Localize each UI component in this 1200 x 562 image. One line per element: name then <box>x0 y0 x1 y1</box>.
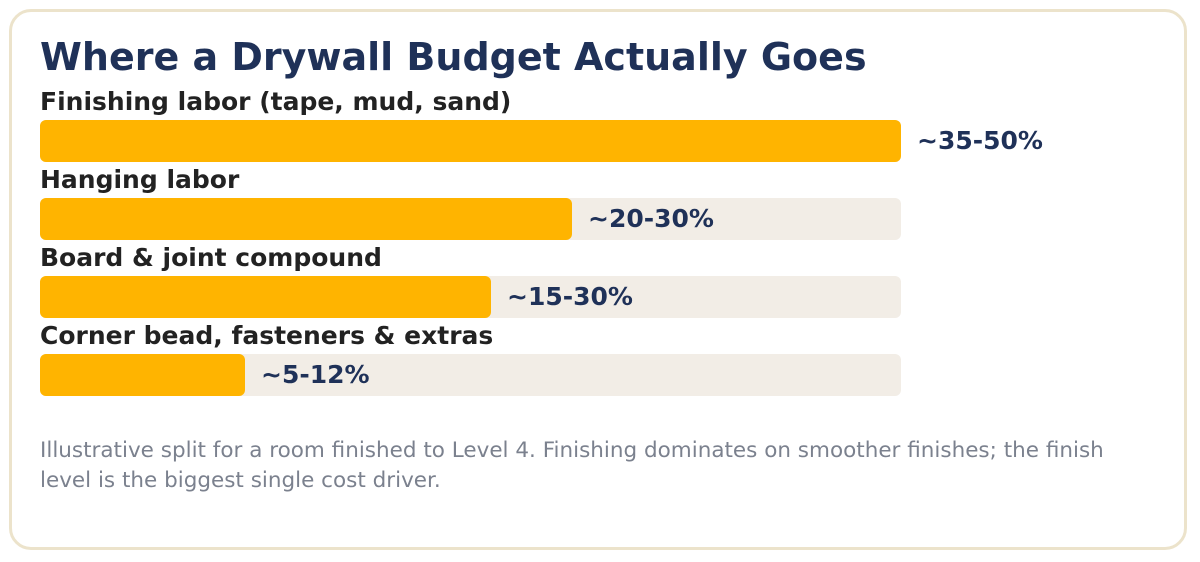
chart-footnote: Illustrative split for a room finished t… <box>40 438 1104 493</box>
bar-track <box>40 120 901 162</box>
bar <box>40 198 572 240</box>
bar-value-label: ~20-30% <box>588 204 714 233</box>
bar-value-label: ~35-50% <box>917 126 1043 155</box>
bar-label: Board & joint compound <box>40 243 382 272</box>
bar-track <box>40 198 901 240</box>
bar <box>40 354 245 396</box>
bar-label: Finishing labor (tape, mud, sand) <box>40 87 512 116</box>
bar <box>40 276 491 318</box>
bar-value-label: ~5-12% <box>261 360 370 389</box>
bar-track <box>40 354 901 396</box>
bar-label: Corner bead, fasteners & extras <box>40 321 494 350</box>
bar <box>40 120 901 162</box>
bar-label: Hanging labor <box>40 165 240 194</box>
bar-value-label: ~15-30% <box>507 282 633 311</box>
bar-track <box>40 276 901 318</box>
chart-title: Where a Drywall Budget Actually Goes <box>40 35 867 79</box>
